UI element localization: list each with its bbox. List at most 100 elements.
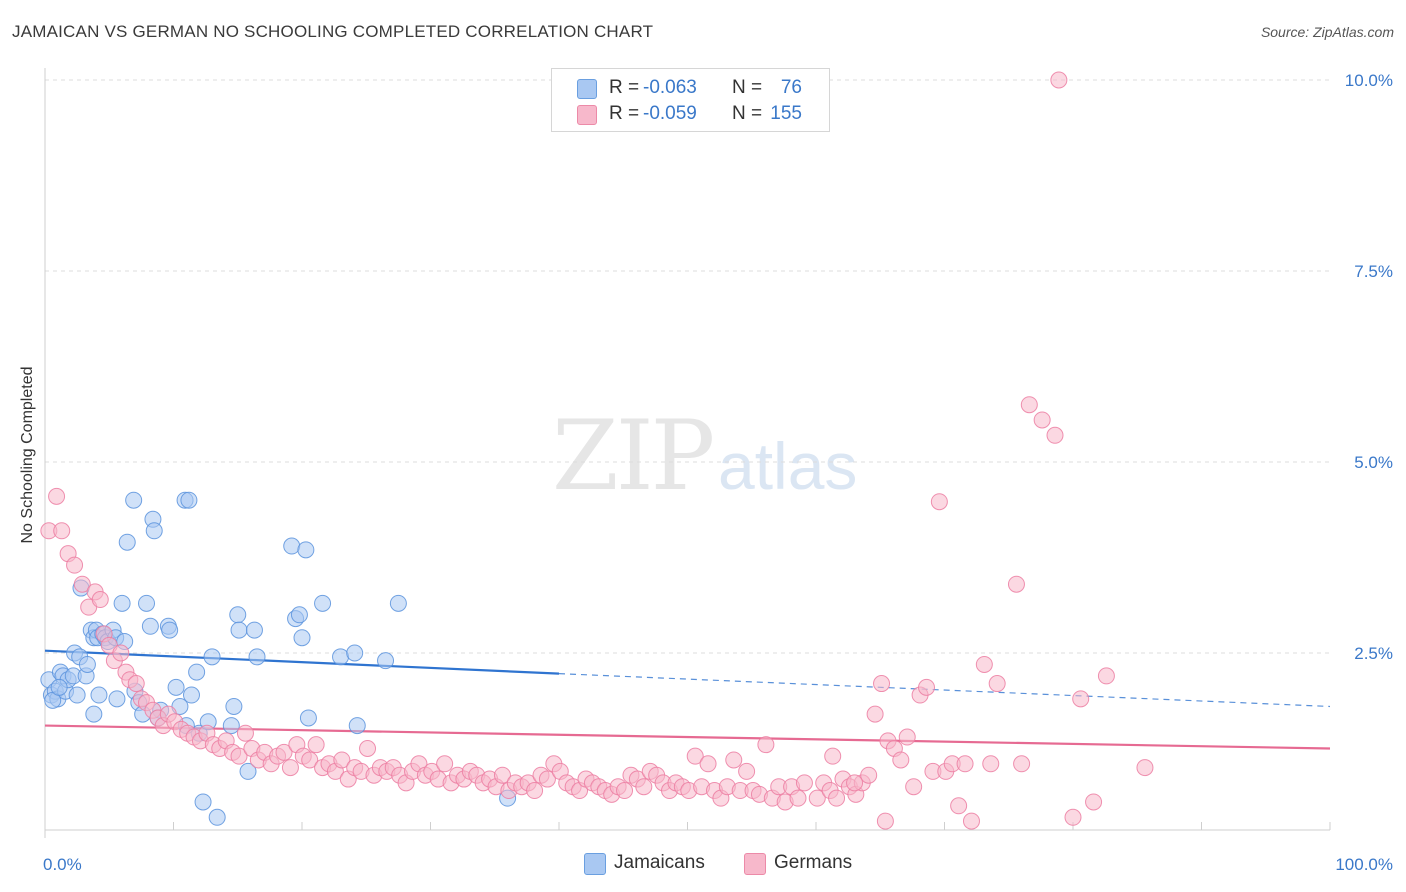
legend-n-label: N = bbox=[732, 103, 763, 124]
german-point bbox=[988, 675, 1006, 693]
german-point bbox=[956, 755, 974, 773]
german-point bbox=[686, 747, 704, 765]
german-point bbox=[918, 678, 936, 696]
jamaican-point bbox=[248, 648, 266, 666]
y-tick-label: 7.5% bbox=[1354, 262, 1393, 281]
german-point bbox=[1046, 426, 1064, 444]
jamaican-point bbox=[245, 621, 263, 639]
y-tick-label: 10.0% bbox=[1345, 71, 1393, 90]
german-point bbox=[824, 747, 842, 765]
jamaican-point bbox=[208, 808, 226, 826]
jamaican-point bbox=[346, 644, 364, 662]
german-point bbox=[1072, 690, 1090, 708]
legend-n-value: 76 bbox=[780, 77, 802, 98]
german-point bbox=[982, 755, 1000, 773]
legend-row-germans: R = -0.059 N = 155 bbox=[552, 101, 829, 127]
german-point bbox=[333, 751, 351, 769]
german-point bbox=[359, 740, 377, 757]
german-point bbox=[236, 724, 254, 742]
legend-r-value: -0.059 bbox=[643, 103, 697, 124]
german-point bbox=[962, 812, 980, 830]
source-credit: Source: ZipAtlas.com bbox=[1260, 24, 1394, 40]
german-point bbox=[846, 774, 864, 792]
german-point bbox=[1136, 759, 1154, 777]
german-point bbox=[898, 728, 916, 746]
y-tick-label: 5.0% bbox=[1354, 453, 1393, 472]
series-name-jamaicans: Jamaicans bbox=[614, 852, 705, 873]
trend-lines bbox=[44, 649, 1331, 750]
german-point bbox=[738, 762, 756, 780]
jamaican-point bbox=[90, 686, 108, 704]
german-point bbox=[91, 591, 109, 609]
jamaican-point bbox=[239, 762, 257, 780]
german-point bbox=[905, 778, 923, 796]
jamaican-point bbox=[108, 690, 126, 708]
german-point bbox=[876, 812, 894, 830]
series-swatch-jamaicans bbox=[584, 853, 606, 875]
legend-n-value: 155 bbox=[770, 103, 802, 124]
axes bbox=[44, 68, 1331, 838]
german-point bbox=[307, 736, 325, 754]
legend-r-label: R = bbox=[609, 103, 640, 124]
jamaican-point bbox=[161, 621, 179, 639]
german-point bbox=[436, 755, 454, 773]
german-point bbox=[73, 575, 91, 593]
german-point bbox=[635, 778, 653, 796]
german-point bbox=[725, 751, 743, 769]
legend-swatch-germans bbox=[577, 105, 597, 125]
jamaican-point bbox=[125, 491, 143, 509]
jamaican-trend-line bbox=[44, 649, 560, 675]
jamaican-point bbox=[85, 705, 103, 723]
jamaican-trend-line-extension bbox=[558, 673, 1331, 708]
gridlines bbox=[45, 79, 1330, 654]
y-tick-label: 2.5% bbox=[1354, 644, 1393, 663]
german-point bbox=[930, 493, 948, 511]
jamaican-point bbox=[78, 655, 96, 673]
german-point bbox=[808, 789, 826, 807]
german-point bbox=[301, 751, 319, 769]
jamaican-point bbox=[332, 648, 350, 666]
jamaican-point bbox=[299, 709, 317, 727]
german-point bbox=[1050, 71, 1068, 89]
german-point bbox=[281, 759, 299, 777]
jamaican-point bbox=[194, 793, 212, 811]
legend-r-value: -0.063 bbox=[643, 77, 697, 98]
german-trend-line bbox=[44, 724, 1331, 750]
german-point bbox=[795, 774, 813, 792]
data-points bbox=[40, 71, 1154, 830]
x-tick-label: 0.0% bbox=[43, 855, 82, 874]
german-point bbox=[493, 766, 511, 784]
series-swatch-germans bbox=[744, 853, 766, 875]
jamaican-point bbox=[182, 686, 200, 704]
german-point bbox=[1097, 667, 1115, 685]
jamaican-point bbox=[290, 606, 308, 624]
jamaican-point bbox=[348, 717, 366, 735]
correlation-legend: R = -0.063 N = 76 R = -0.059 N = 155 bbox=[551, 68, 830, 132]
german-point bbox=[1033, 411, 1051, 429]
chart-title: JAMAICAN VS GERMAN NO SCHOOLING COMPLETE… bbox=[12, 22, 654, 41]
german-point bbox=[757, 736, 775, 754]
jamaican-point bbox=[138, 594, 156, 612]
jamaican-point bbox=[68, 686, 86, 704]
jamaican-point bbox=[141, 617, 159, 635]
jamaican-point bbox=[377, 652, 395, 670]
german-point bbox=[789, 789, 807, 807]
german-point bbox=[48, 487, 66, 505]
german-point bbox=[1064, 808, 1082, 826]
german-point bbox=[1013, 755, 1031, 773]
legend-row-jamaicans: R = -0.063 N = 76 bbox=[552, 75, 829, 101]
jamaican-point bbox=[283, 537, 301, 555]
jamaican-point bbox=[180, 491, 198, 509]
german-point bbox=[538, 770, 556, 788]
german-point bbox=[526, 782, 544, 800]
german-point bbox=[950, 797, 968, 815]
german-point bbox=[1085, 793, 1103, 811]
tick-labels: 2.5% 5.0% 7.5% 10.0% 0.0% 100.0% bbox=[43, 71, 1393, 874]
german-point bbox=[828, 789, 846, 807]
german-point bbox=[866, 705, 884, 723]
jamaican-point bbox=[113, 594, 131, 612]
jamaican-point bbox=[203, 648, 221, 666]
jamaican-point bbox=[314, 594, 332, 612]
german-point bbox=[1020, 396, 1038, 414]
jamaican-point bbox=[389, 594, 407, 612]
